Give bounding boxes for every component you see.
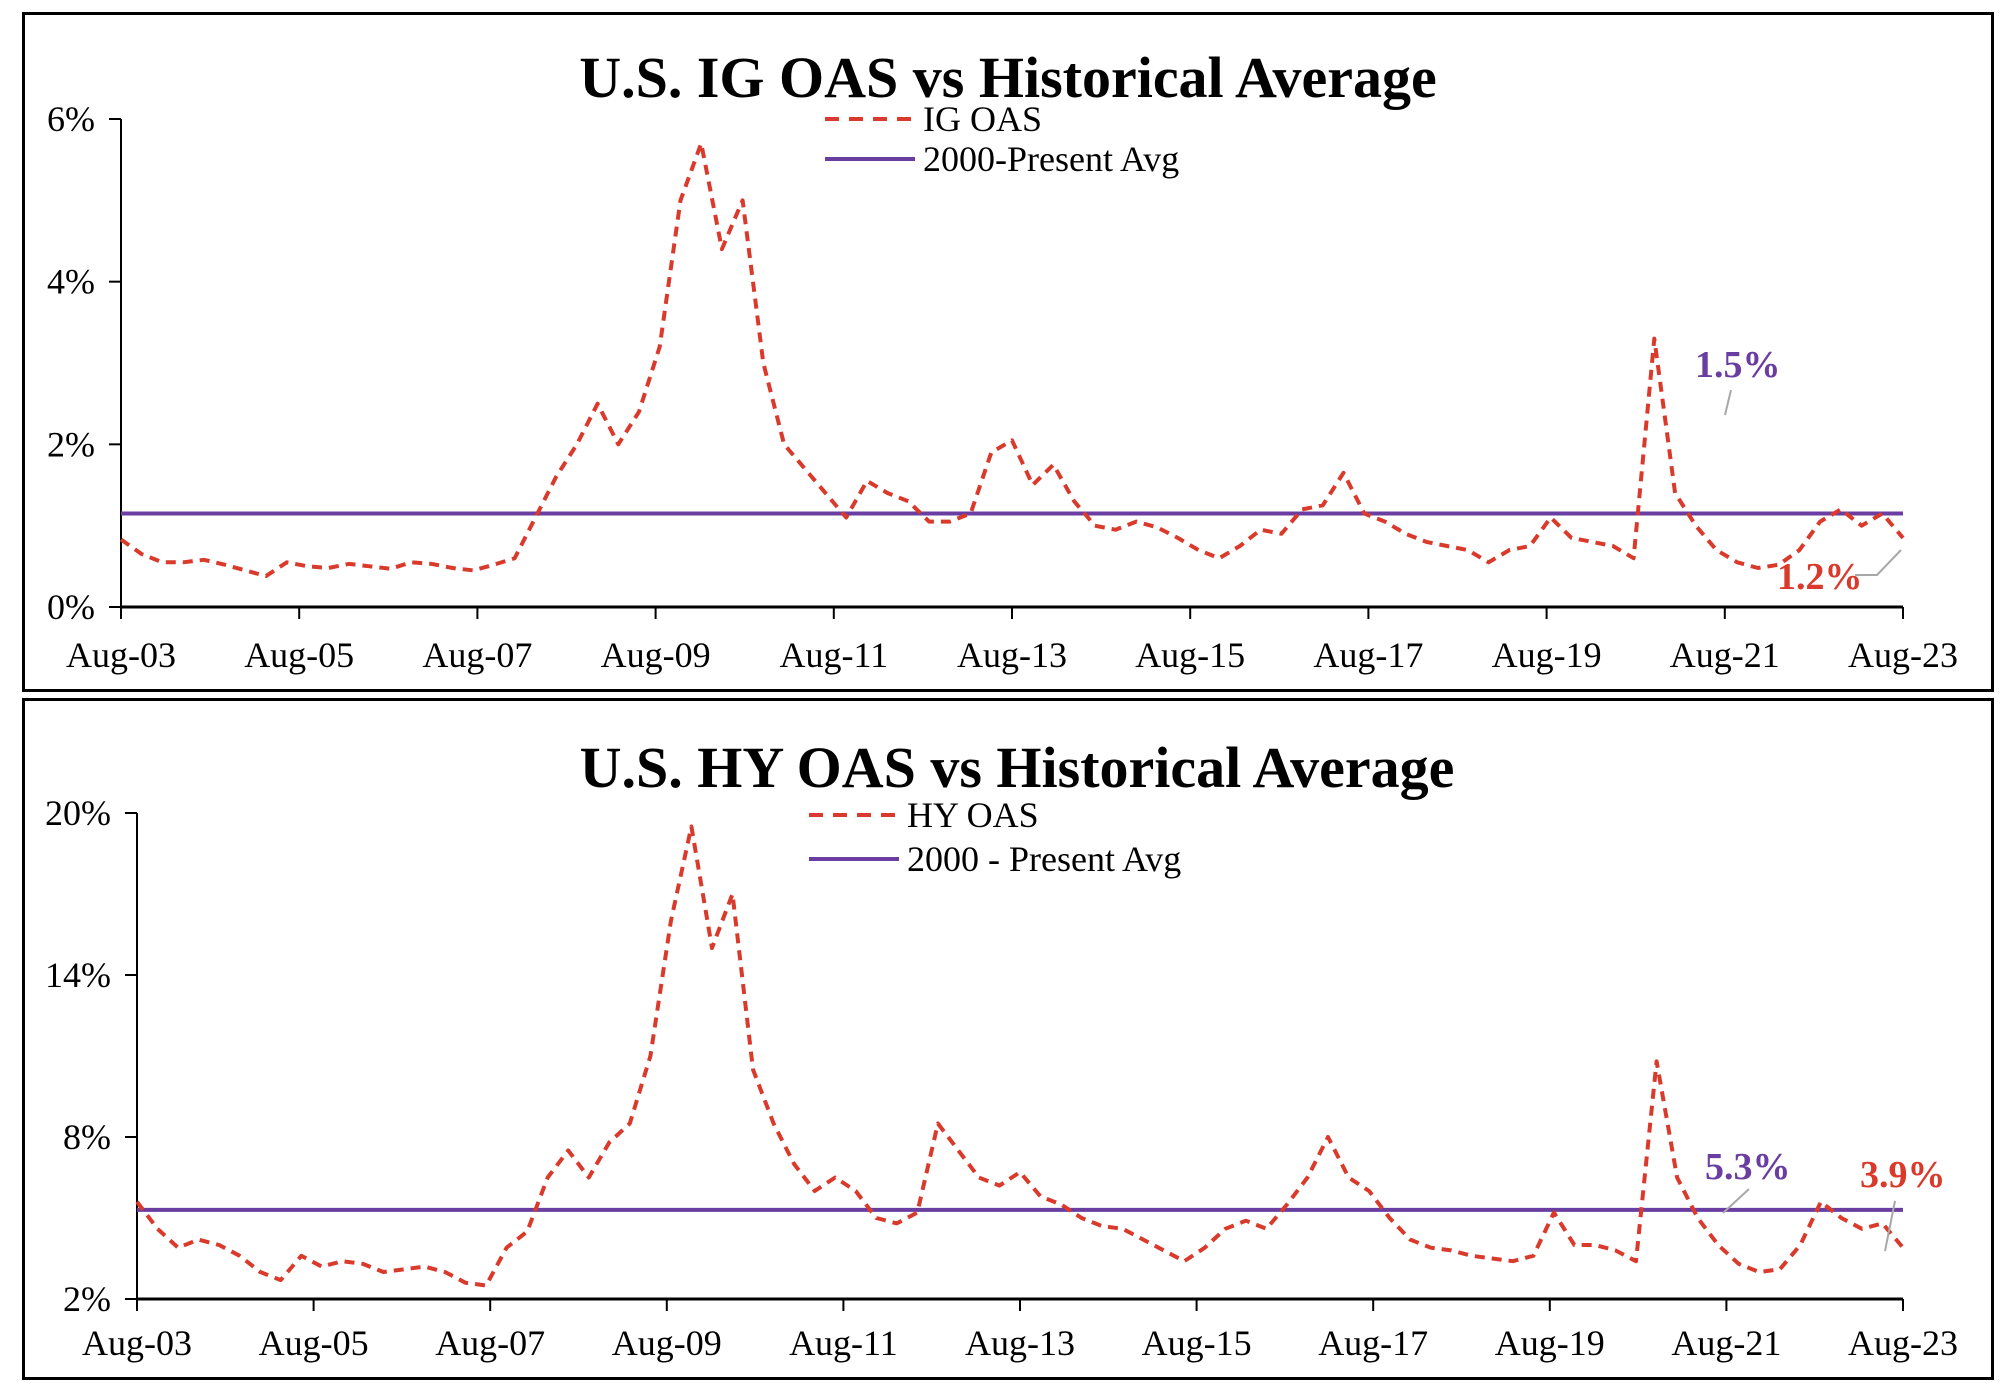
oas-line	[119, 141, 1905, 579]
avg-annotation-leader	[1724, 389, 1732, 416]
y-tick-label: 4%	[47, 262, 95, 302]
x-tick-label: Aug-19	[1492, 635, 1602, 675]
x-tick-label: Aug-23	[1848, 1323, 1958, 1363]
y-tick-label: 20%	[45, 793, 111, 833]
latest-annotation-leader	[1884, 1200, 1896, 1252]
x-tick-label: Aug-15	[1142, 1323, 1252, 1363]
latest-value-label: 1.2%	[1777, 556, 1863, 598]
legend-label-avg: 2000-Present Avg	[923, 139, 1179, 179]
annotations: 5.3% 3.9%	[1705, 1146, 1946, 1252]
x-tick-label: Aug-15	[1135, 635, 1245, 675]
avg-value-label: 5.3%	[1705, 1146, 1791, 1188]
chart-title: U.S. IG OAS vs Historical Average	[579, 45, 1437, 110]
ig-chart-panel: U.S. IG OAS vs Historical Average IG OAS…	[22, 12, 1994, 692]
y-tick-label: 2%	[47, 424, 95, 464]
y-tick-label: 14%	[45, 955, 111, 995]
plot-area	[135, 824, 1905, 1288]
x-tick-label: Aug-05	[244, 635, 354, 675]
x-tick-label: Aug-11	[779, 635, 888, 675]
latest-annotation-leader	[1855, 549, 1902, 576]
x-tick-label: Aug-17	[1313, 635, 1423, 675]
x-tick-label: Aug-07	[422, 635, 532, 675]
legend: HY OAS 2000 - Present Avg	[809, 795, 1181, 879]
legend: IG OAS 2000-Present Avg	[825, 99, 1179, 179]
hy-chart: U.S. HY OAS vs Historical Average HY OAS…	[45, 735, 1958, 1363]
x-tick-label: Aug-21	[1671, 1323, 1781, 1363]
y-tick-label: 2%	[63, 1279, 111, 1319]
legend-label-oas: HY OAS	[907, 795, 1039, 835]
x-tick-label: Aug-19	[1495, 1323, 1605, 1363]
y-tick-label: 8%	[63, 1117, 111, 1157]
x-tick-label: Aug-13	[965, 1323, 1075, 1363]
avg-value-label: 1.5%	[1695, 344, 1781, 386]
x-tick-label: Aug-07	[435, 1323, 545, 1363]
axes: 2% 8% 14% 20% Aug-03 Aug-05 Aug-07 Aug-09 Aug-11…	[45, 793, 1958, 1363]
x-tick-label: Aug-11	[789, 1323, 898, 1363]
x-tick-label: Aug-21	[1670, 635, 1780, 675]
latest-value-label: 3.9%	[1860, 1154, 1946, 1196]
x-tick-label: Aug-03	[66, 635, 176, 675]
oas-line	[135, 824, 1905, 1288]
x-tick-label: Aug-05	[259, 1323, 369, 1363]
plot-area	[119, 141, 1905, 579]
y-tick-label: 6%	[47, 99, 95, 139]
hy-chart-panel: U.S. HY OAS vs Historical Average HY OAS…	[22, 698, 1994, 1380]
axes: 0% 2% 4% 6% Aug-03 Aug-05 Aug-07 Aug-09 Aug-11 Au…	[47, 99, 1958, 675]
x-tick-label: Aug-03	[82, 1323, 192, 1363]
x-tick-label: Aug-23	[1848, 635, 1958, 675]
chart-title: U.S. HY OAS vs Historical Average	[580, 735, 1455, 800]
avg-annotation-leader	[1722, 1188, 1750, 1214]
x-tick-label: Aug-09	[601, 635, 711, 675]
ig-chart: U.S. IG OAS vs Historical Average IG OAS…	[47, 45, 1958, 675]
y-tick-label: 0%	[47, 587, 95, 627]
annotations: 1.5% 1.2%	[1695, 344, 1902, 598]
x-tick-label: Aug-17	[1318, 1323, 1428, 1363]
x-tick-label: Aug-13	[957, 635, 1067, 675]
x-tick-label: Aug-09	[612, 1323, 722, 1363]
legend-label-oas: IG OAS	[923, 99, 1042, 139]
legend-label-avg: 2000 - Present Avg	[907, 839, 1181, 879]
